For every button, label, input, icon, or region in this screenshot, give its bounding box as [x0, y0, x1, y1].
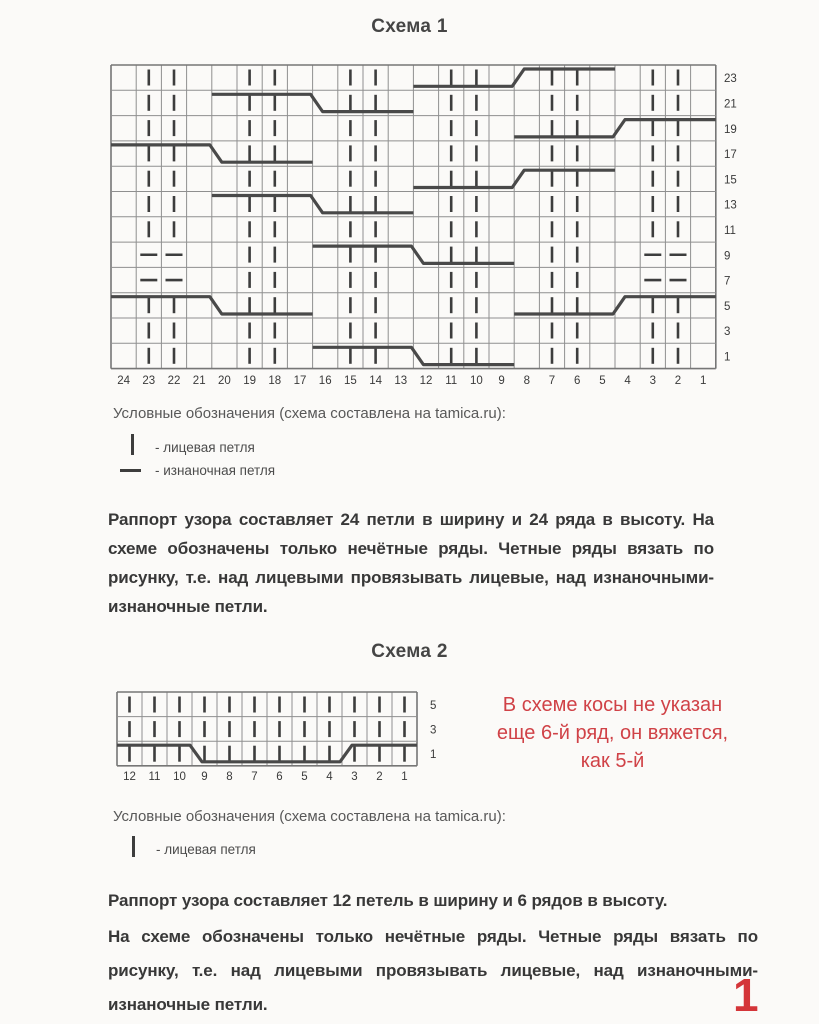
- svg-text:17: 17: [294, 375, 307, 387]
- svg-text:19: 19: [243, 375, 256, 387]
- svg-text:9: 9: [724, 250, 730, 262]
- legend1-title: Условные обозначения (схема составлена н…: [113, 405, 506, 422]
- svg-text:11: 11: [724, 225, 736, 237]
- knit-stitch-icon: [131, 434, 134, 455]
- svg-text:7: 7: [251, 771, 257, 783]
- legend1-knit-label: - лицевая петля: [155, 440, 255, 455]
- svg-text:21: 21: [724, 98, 737, 110]
- svg-text:11: 11: [445, 375, 457, 387]
- svg-text:16: 16: [319, 375, 332, 387]
- svg-text:6: 6: [574, 375, 580, 387]
- note-line-2: еще 6-й ряд, он вяжется,: [496, 722, 729, 744]
- schema2-description-line1: Раппорт узора составляет 12 петель в шир…: [108, 891, 668, 910]
- legend2-knit-label: - лицевая петля: [156, 842, 256, 857]
- legend1-purl-label: - изнаночная петля: [155, 463, 276, 478]
- svg-text:5: 5: [430, 700, 436, 712]
- knit-stitch-icon: [132, 836, 135, 857]
- svg-text:5: 5: [301, 771, 307, 783]
- svg-text:17: 17: [724, 149, 737, 161]
- svg-text:19: 19: [724, 124, 737, 136]
- svg-text:2: 2: [675, 375, 681, 387]
- schema1-title: Схема 1: [371, 16, 448, 37]
- svg-text:1: 1: [700, 375, 706, 387]
- svg-text:11: 11: [149, 771, 161, 783]
- svg-text:3: 3: [724, 326, 730, 338]
- svg-text:6: 6: [276, 771, 282, 783]
- svg-text:8: 8: [226, 771, 232, 783]
- svg-text:9: 9: [498, 375, 504, 387]
- svg-text:10: 10: [173, 771, 186, 783]
- svg-text:4: 4: [326, 771, 333, 783]
- svg-text:1: 1: [430, 749, 436, 761]
- svg-text:15: 15: [344, 375, 357, 387]
- svg-text:24: 24: [117, 375, 130, 387]
- svg-text:3: 3: [351, 771, 357, 783]
- svg-text:1: 1: [401, 771, 407, 783]
- svg-text:4: 4: [624, 375, 631, 387]
- svg-text:12: 12: [123, 771, 136, 783]
- svg-text:12: 12: [420, 375, 433, 387]
- purl-stitch-icon: [120, 469, 141, 472]
- note-line-1: В схеме косы не указан: [502, 694, 723, 716]
- svg-text:23: 23: [142, 375, 155, 387]
- schema1-description: Раппорт узора составляет 24 петли в шири…: [108, 510, 714, 616]
- svg-text:7: 7: [724, 276, 730, 288]
- svg-text:5: 5: [599, 375, 605, 387]
- svg-text:15: 15: [724, 174, 737, 186]
- schema2-title: Схема 2: [371, 641, 448, 662]
- svg-text:18: 18: [268, 375, 281, 387]
- svg-text:13: 13: [394, 375, 407, 387]
- svg-text:20: 20: [218, 375, 231, 387]
- svg-text:3: 3: [650, 375, 656, 387]
- svg-text:21: 21: [193, 375, 206, 387]
- page-number: 1: [733, 969, 759, 1021]
- svg-text:9: 9: [201, 771, 207, 783]
- svg-text:3: 3: [430, 724, 436, 736]
- red-annotation-note: В схеме косы не указан еще 6-й ряд, он в…: [455, 691, 770, 775]
- svg-text:5: 5: [724, 301, 730, 313]
- svg-text:22: 22: [168, 375, 181, 387]
- svg-text:1: 1: [724, 351, 730, 363]
- legend2-title: Условные обозначения (схема составлена н…: [113, 808, 506, 825]
- svg-text:13: 13: [724, 200, 737, 212]
- note-line-3: как 5-й: [580, 750, 645, 772]
- svg-text:10: 10: [470, 375, 483, 387]
- svg-text:23: 23: [724, 73, 737, 85]
- svg-text:2: 2: [376, 771, 382, 783]
- svg-text:8: 8: [524, 375, 530, 387]
- svg-text:14: 14: [369, 375, 382, 387]
- svg-text:7: 7: [549, 375, 555, 387]
- schema2-description-body: На схеме обозначены только нечётные ряды…: [108, 927, 758, 1014]
